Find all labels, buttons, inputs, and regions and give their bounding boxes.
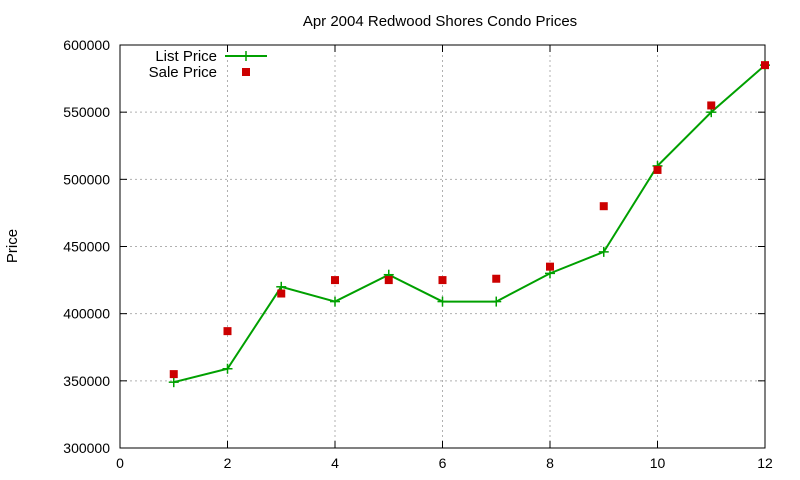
- y-tick-label: 600000: [63, 37, 110, 53]
- x-tick-label: 0: [116, 455, 124, 471]
- sale-price-point: [653, 165, 662, 174]
- sale-price-point: [438, 276, 447, 285]
- sale-price-point: [707, 101, 716, 110]
- sale-price-point: [223, 327, 232, 336]
- y-tick-label: 300000: [63, 440, 110, 456]
- x-tick-label: 12: [757, 455, 773, 471]
- list-price-point: [330, 296, 340, 307]
- x-tick-label: 10: [650, 455, 666, 471]
- legend-plus-marker: [241, 51, 251, 61]
- legend-label: Sale Price: [149, 64, 217, 81]
- list-price-point: [168, 377, 179, 388]
- y-tick-label: 350000: [63, 373, 110, 389]
- list-price-line: [173, 64, 766, 384]
- sale-price-point: [761, 61, 769, 70]
- sale-price-point: [599, 202, 608, 211]
- list-price-point: [437, 296, 448, 307]
- list-price-point: [598, 246, 609, 257]
- sale-price-point: [169, 370, 178, 379]
- legend-square-marker: [242, 68, 250, 76]
- y-tick-label: 550000: [63, 104, 110, 120]
- chart-title: Apr 2004 Redwood Shores Condo Prices: [303, 13, 577, 30]
- grid-lines: [120, 45, 765, 448]
- x-tick-label: 8: [546, 455, 554, 471]
- sale-price-point: [277, 289, 286, 298]
- x-tick-label: 4: [331, 455, 339, 471]
- x-tick-label: 2: [224, 455, 232, 471]
- x-tick-label: 6: [439, 455, 447, 471]
- y-axis-label: Price: [4, 229, 21, 263]
- sale-price-point: [331, 276, 339, 285]
- sale-price-point: [546, 262, 554, 271]
- y-tick-label: 500000: [63, 171, 110, 187]
- list-price-point: [222, 363, 233, 374]
- data-series: [168, 60, 770, 388]
- legend-label: List Price: [155, 48, 217, 65]
- series-1: [169, 61, 769, 379]
- list-price-point: [491, 296, 502, 307]
- sale-price-point: [492, 274, 501, 283]
- axis-ticks: 0 2 4 6 8 10 12 300000 350000 400000 450000 500000 5…: [63, 37, 773, 471]
- sale-price-point: [384, 276, 393, 285]
- y-tick-label: 400000: [63, 306, 110, 322]
- y-tick-label: 450000: [63, 239, 110, 255]
